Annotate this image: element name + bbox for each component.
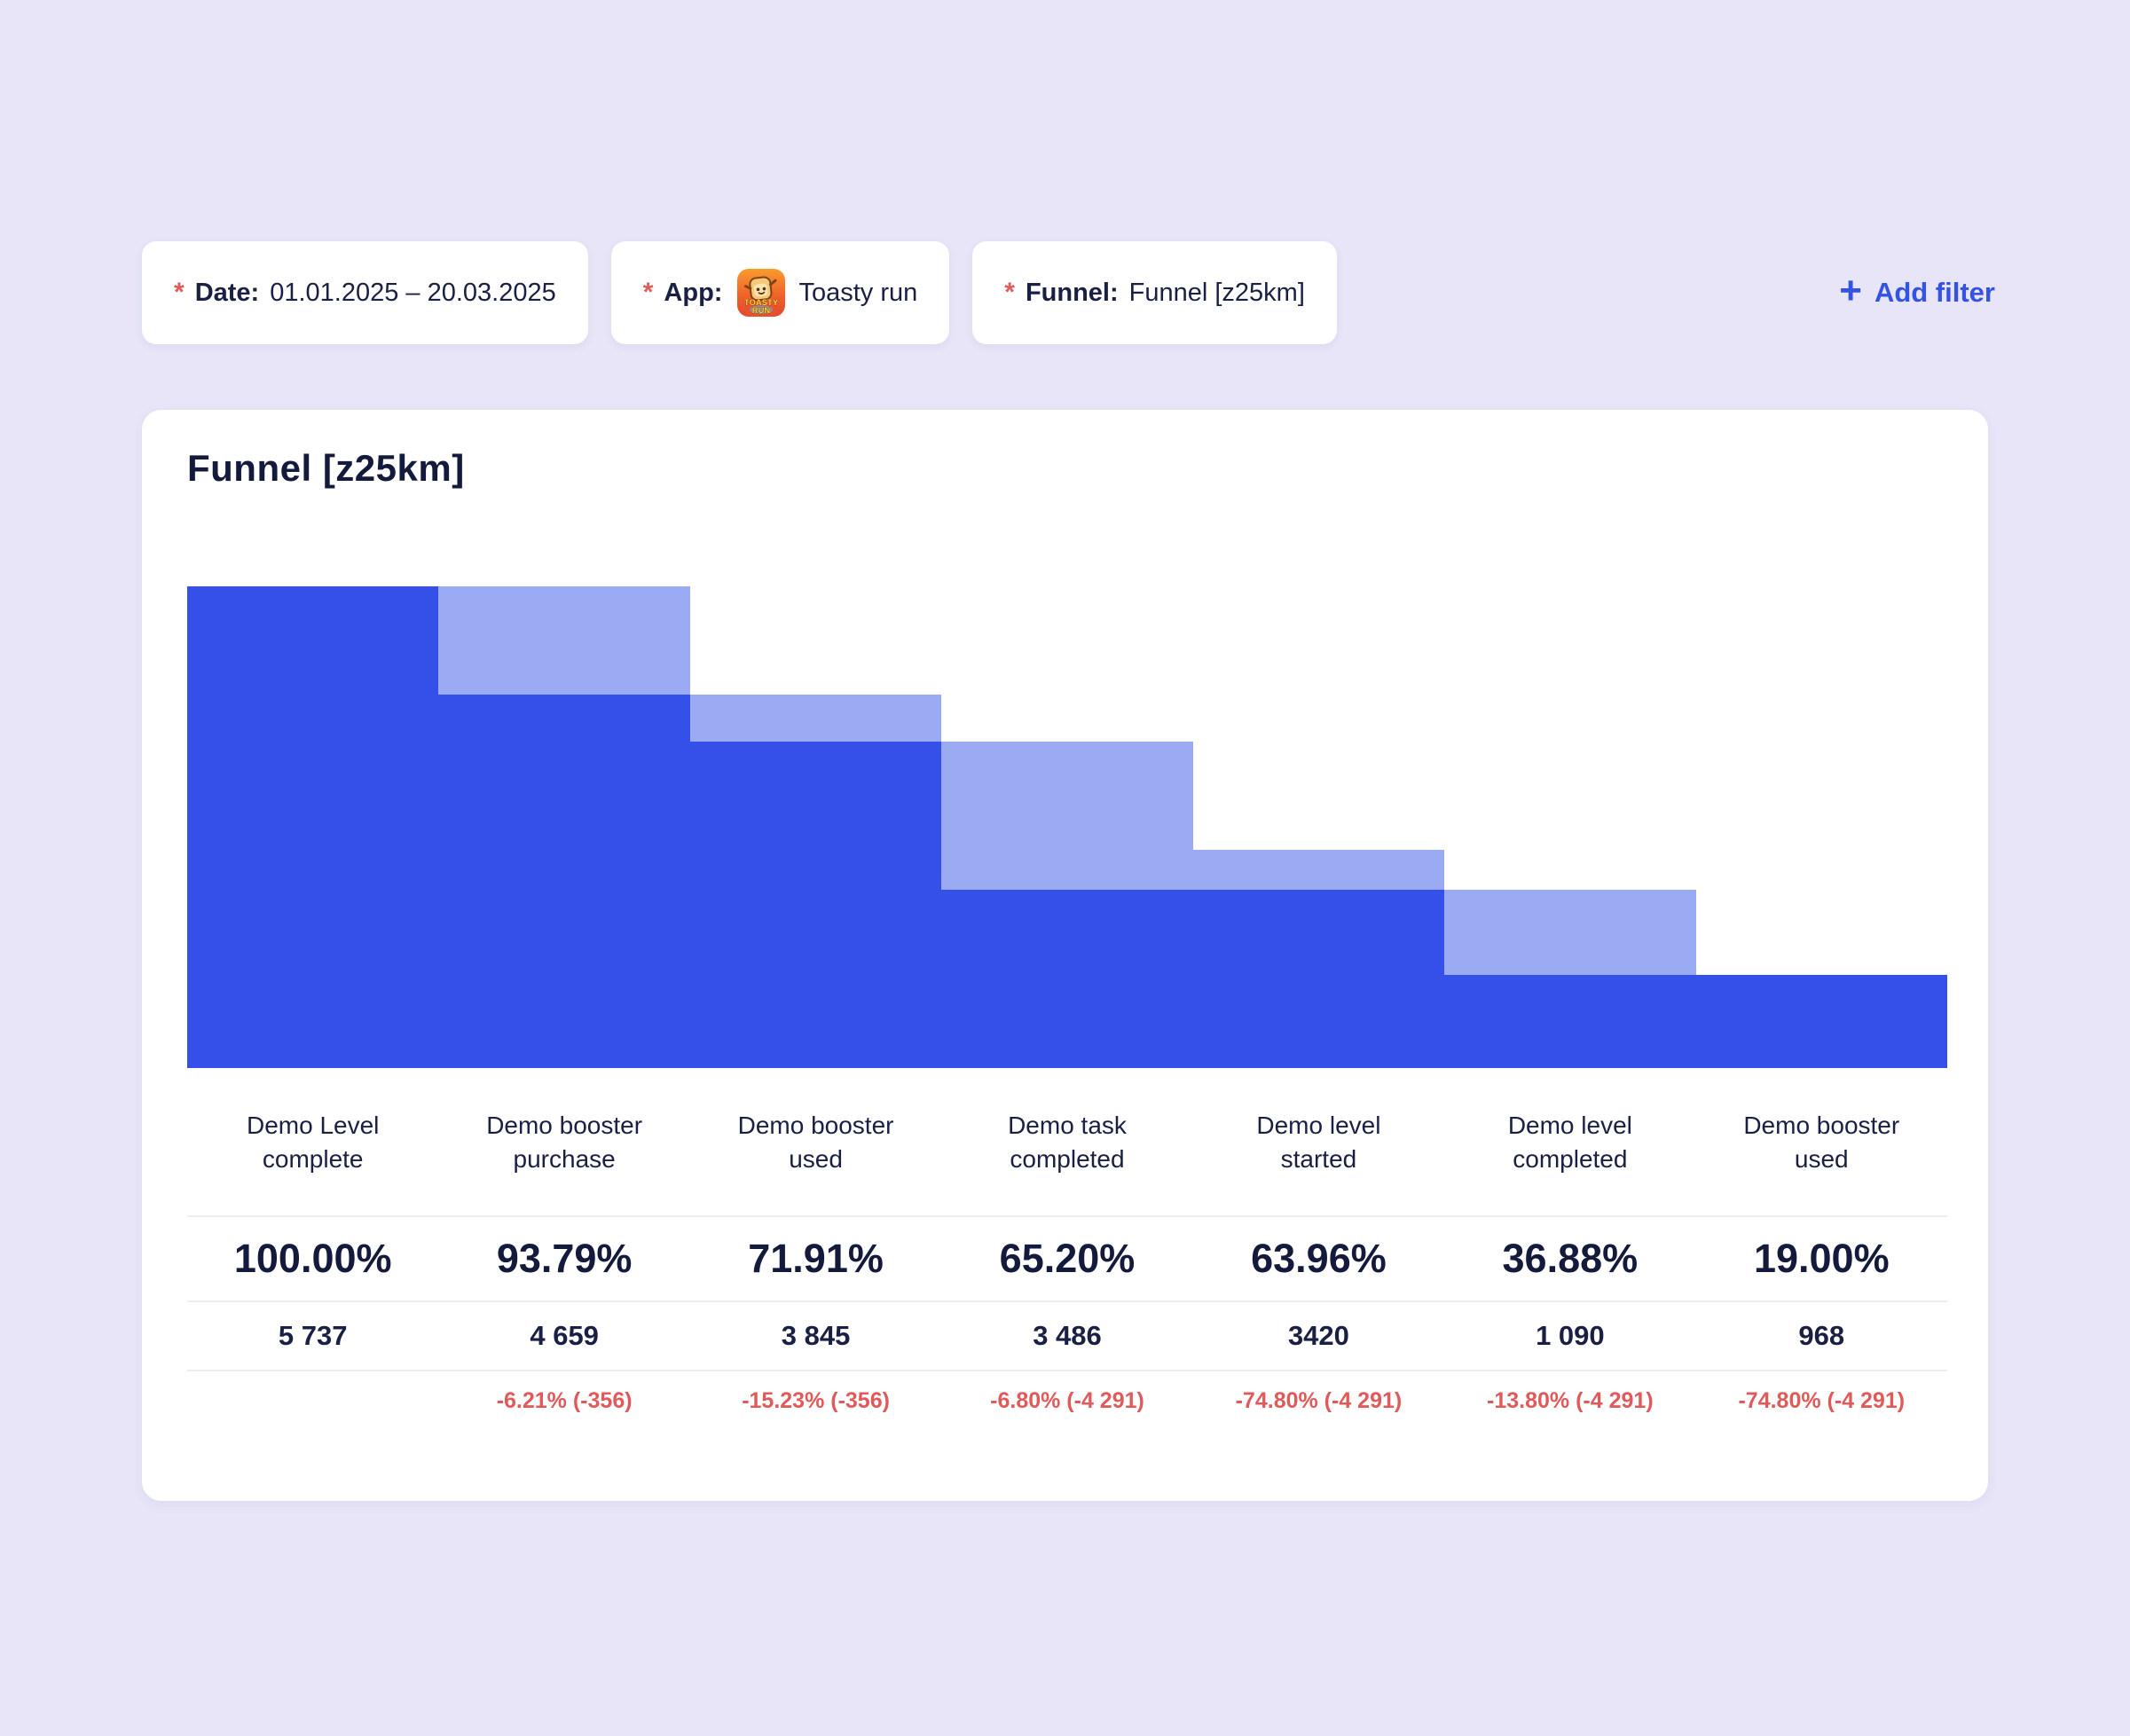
app-icon-text-line1: TOASTY — [744, 298, 779, 308]
funnel-step-column-3[interactable] — [689, 586, 942, 1068]
step-label: Demo booster purchase — [486, 1112, 643, 1173]
funnel-bar-segment — [1444, 975, 1696, 1068]
funnel-chart — [187, 586, 1947, 1068]
funnel-bar-segment — [941, 890, 1193, 1068]
step-delta-row: -6.21% (-356) -15.23% (-356) -6.80% (-4 … — [187, 1371, 1947, 1430]
user-count: 3 845 — [781, 1320, 851, 1351]
date-filter-label: Date: — [194, 278, 260, 307]
step-label: Demo task completed — [1008, 1112, 1127, 1173]
conversion-percent: 65.20% — [999, 1236, 1136, 1281]
page-title: Funnel [z25km] — [187, 447, 465, 489]
add-filter-button[interactable]: + Add filter — [1839, 269, 1995, 312]
funnel-step-column-1[interactable] — [187, 586, 439, 1068]
step-label: Demo level completed — [1507, 1112, 1632, 1173]
funnel-loss-segment — [941, 741, 1193, 891]
step-label: Demo Level complete — [247, 1112, 380, 1173]
conversion-percent: 93.79% — [496, 1236, 633, 1281]
conversion-percent: 71.91% — [748, 1236, 884, 1281]
app-filter-label: App: — [664, 278, 723, 307]
toasty-run-app-icon: TOASTY RUN — [737, 269, 786, 317]
conversion-percent: 100.00% — [233, 1236, 392, 1281]
step-label: Demo booster used — [737, 1112, 894, 1173]
funnel-report-card: Funnel [z25km] — [142, 410, 1988, 1501]
funnel-filter-chip[interactable]: * Funnel: Funnel [z25km] — [972, 241, 1337, 344]
conversion-percent: 63.96% — [1251, 1236, 1387, 1281]
conversion-percent: 36.88% — [1502, 1236, 1639, 1281]
date-filter-value: 01.01.2025 – 20.03.2025 — [270, 278, 556, 307]
step-delta: -74.80% (-4 291) — [1235, 1388, 1403, 1413]
funnel-step-column-7[interactable] — [1695, 586, 1947, 1068]
add-filter-label: Add filter — [1874, 277, 1995, 308]
required-asterisk-icon: * — [1004, 278, 1015, 307]
funnel-filter-value: Funnel [z25km] — [1128, 278, 1305, 307]
funnel-step-column-2[interactable] — [438, 586, 690, 1068]
step-delta: -6.21% (-356) — [496, 1388, 633, 1413]
date-filter-chip[interactable]: * Date: 01.01.2025 – 20.03.2025 — [142, 241, 588, 344]
user-count: 4 659 — [530, 1320, 599, 1351]
funnel-step-column-5[interactable] — [1192, 586, 1445, 1068]
user-count: 5 737 — [278, 1320, 348, 1351]
conversion-percent-row: 100.00% 93.79% 71.91% 65.20% 63.96% 36.8… — [187, 1217, 1947, 1302]
funnel-bar-segment — [438, 694, 690, 1068]
step-labels-row: Demo Level complete Demo booster purchas… — [187, 1109, 1947, 1217]
user-count: 968 — [1798, 1320, 1845, 1351]
step-delta: -13.80% (-4 291) — [1487, 1388, 1654, 1413]
filters-bar: * Date: 01.01.2025 – 20.03.2025 * App: — [142, 241, 1995, 344]
funnel-loss-segment — [1192, 850, 1445, 891]
funnel-bar-segment — [1192, 890, 1445, 1068]
step-delta: -6.80% (-4 291) — [990, 1388, 1144, 1413]
funnel-bar-segment — [689, 741, 942, 1068]
app-icon-text-line2: RUN — [752, 306, 771, 316]
plus-icon: + — [1839, 269, 1862, 312]
required-asterisk-icon: * — [174, 278, 185, 307]
funnel-steps-table: Demo Level complete Demo booster purchas… — [187, 1109, 1947, 1430]
step-label: Demo level started — [1256, 1112, 1381, 1173]
funnel-bar-segment — [1695, 975, 1947, 1068]
app-filter-chip[interactable]: * App: — [610, 241, 950, 344]
user-count: 1 090 — [1536, 1320, 1605, 1351]
user-count: 3420 — [1287, 1320, 1349, 1351]
app-filter-value: Toasty run — [798, 278, 918, 307]
funnel-loss-segment — [438, 586, 690, 695]
funnel-loss-segment — [689, 694, 942, 742]
conversion-percent: 19.00% — [1753, 1236, 1890, 1281]
step-delta: -15.23% (-356) — [742, 1388, 890, 1413]
user-count-row: 5 737 4 659 3 845 3 486 3420 1 090 968 — [187, 1302, 1947, 1371]
step-delta: -74.80% (-4 291) — [1738, 1388, 1906, 1413]
funnel-step-column-6[interactable] — [1444, 586, 1696, 1068]
step-delta — [187, 1387, 438, 1414]
funnel-step-column-4[interactable] — [941, 586, 1193, 1068]
funnel-loss-segment — [1444, 890, 1696, 976]
user-count: 3 486 — [1033, 1320, 1102, 1351]
step-label: Demo booster used — [1743, 1112, 1900, 1173]
funnel-filter-label: Funnel: — [1025, 278, 1119, 307]
required-asterisk-icon: * — [642, 278, 654, 307]
funnel-bar-segment — [187, 586, 439, 1068]
